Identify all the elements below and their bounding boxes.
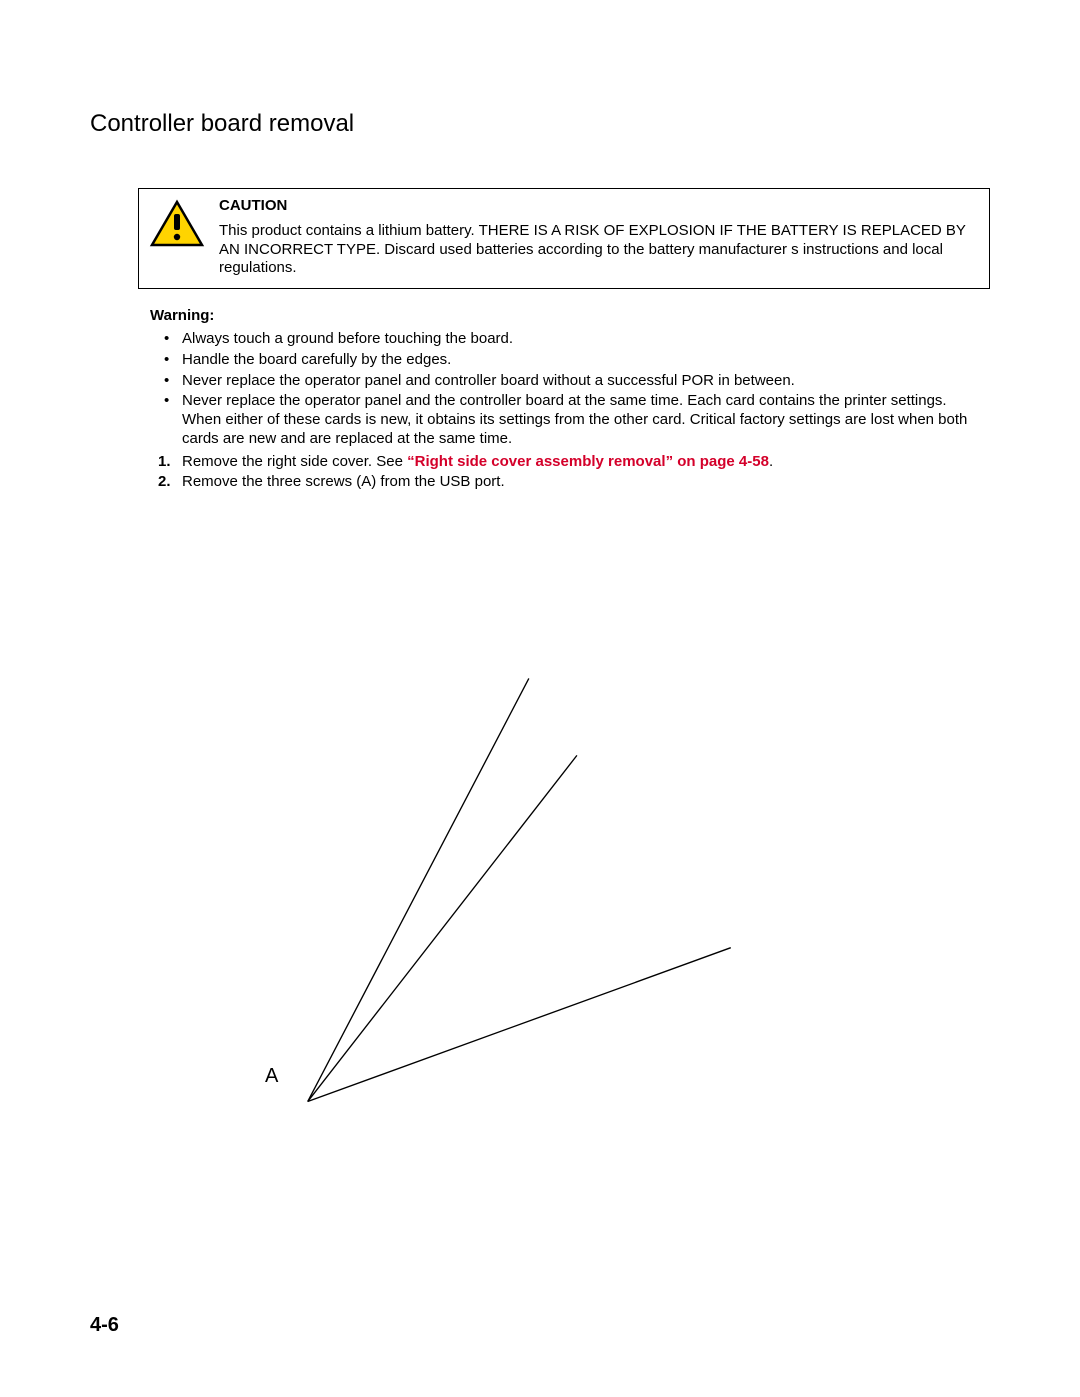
step-text-post: . (769, 453, 773, 470)
warning-label: Warning: (150, 307, 990, 324)
step-item: Remove the three screws (A) from the USB… (182, 473, 970, 492)
page-number: 4-6 (90, 1314, 119, 1337)
warning-item: Never replace the operator panel and con… (182, 372, 970, 391)
warning-item: Handle the board carefully by the edges. (182, 351, 970, 370)
step-text: Remove the right side cover. See (182, 453, 407, 470)
step-text: Remove the three screws (A) from the USB… (182, 473, 505, 490)
steps-list: Remove the right side cover. See “Right … (150, 453, 990, 493)
warning-item: Always touch a ground before touching th… (182, 330, 970, 349)
page-title: Controller board removal (90, 110, 990, 138)
caution-bang-dot (174, 234, 180, 240)
warning-list: Always touch a ground before touching th… (150, 330, 990, 449)
caution-icon (149, 199, 205, 254)
page: Controller board removal CAUTION This pr… (0, 0, 1080, 1397)
cross-reference-link[interactable]: “Right side cover assembly removal” on p… (407, 453, 769, 470)
diagram-line (308, 755, 577, 1101)
caution-label: CAUTION (219, 197, 979, 216)
caution-text: CAUTION This product contains a lithium … (219, 197, 979, 278)
step-item: Remove the right side cover. See “Right … (182, 453, 970, 472)
diagram (250, 630, 750, 1150)
caution-bang-bar (174, 214, 180, 230)
caution-body: This product contains a lithium battery.… (219, 222, 966, 277)
diagram-label: A (265, 1065, 278, 1088)
diagram-line (308, 948, 731, 1102)
caution-box: CAUTION This product contains a lithium … (138, 188, 990, 289)
diagram-line (308, 678, 529, 1101)
warning-item: Never replace the operator panel and the… (182, 392, 970, 448)
